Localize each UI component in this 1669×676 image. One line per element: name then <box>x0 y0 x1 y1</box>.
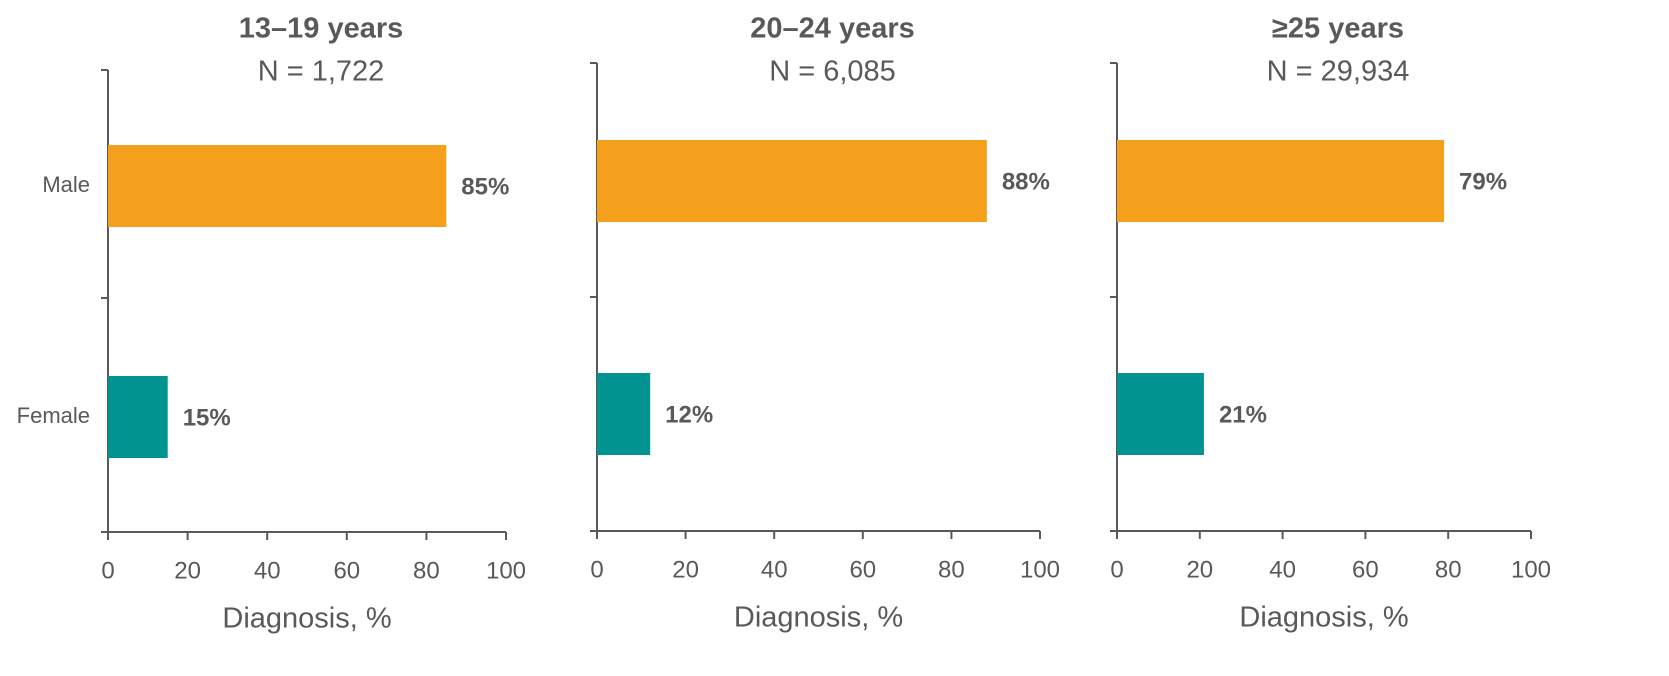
bar-value-label: 79% <box>1459 168 1507 195</box>
y-category-label: Female <box>17 403 90 428</box>
x-tick-label: 100 <box>486 557 526 584</box>
x-tick-label: 100 <box>1020 556 1060 583</box>
bar-male <box>108 145 447 227</box>
x-tick-label: 0 <box>590 556 603 583</box>
x-tick-label: 100 <box>1511 556 1551 583</box>
bar-female <box>108 376 168 458</box>
x-tick-label: 20 <box>1186 556 1213 583</box>
panel-subtitle: N = 6,085 <box>769 56 896 88</box>
x-tick-label: 60 <box>333 557 360 584</box>
x-tick-label: 80 <box>413 557 440 584</box>
panel-title: 13–19 years <box>239 13 404 45</box>
y-category-label: Male <box>42 172 90 197</box>
x-axis-title: Diagnosis, % <box>222 603 391 635</box>
x-tick-label: 0 <box>101 557 114 584</box>
bar-value-label: 15% <box>183 404 231 431</box>
x-tick-label: 20 <box>174 557 201 584</box>
bar-male <box>597 140 987 222</box>
bar-female <box>1117 373 1204 455</box>
bar-male <box>1117 140 1445 222</box>
x-tick-label: 40 <box>761 556 788 583</box>
x-tick-label: 60 <box>849 556 876 583</box>
x-tick-label: 40 <box>254 557 281 584</box>
bar-female <box>597 373 651 455</box>
bar-value-label: 85% <box>461 173 509 200</box>
x-axis-title: Diagnosis, % <box>734 602 903 634</box>
x-tick-label: 60 <box>1352 556 1379 583</box>
x-tick-label: 40 <box>1269 556 1296 583</box>
panel-title: 20–24 years <box>750 13 915 45</box>
panel-title: ≥25 years <box>1272 13 1404 45</box>
panel-subtitle: N = 1,722 <box>258 56 385 88</box>
bar-value-label: 12% <box>665 401 713 428</box>
bar-value-label: 21% <box>1219 401 1267 428</box>
x-tick-label: 20 <box>672 556 699 583</box>
x-tick-label: 80 <box>1435 556 1462 583</box>
x-tick-label: 0 <box>1110 556 1123 583</box>
x-tick-label: 80 <box>938 556 965 583</box>
x-axis-title: Diagnosis, % <box>1239 602 1408 634</box>
panel-subtitle: N = 29,934 <box>1267 56 1410 88</box>
bar-value-label: 88% <box>1002 168 1050 195</box>
